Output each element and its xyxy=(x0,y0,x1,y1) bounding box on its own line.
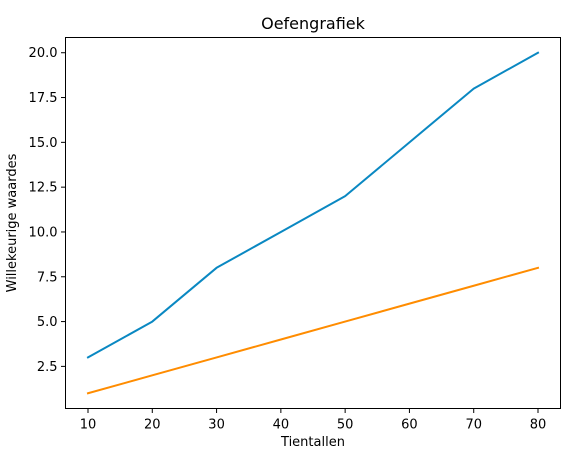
y-tick-label: 2.5 xyxy=(37,360,58,375)
x-tick-label: 30 xyxy=(208,418,225,433)
series-2-line xyxy=(86,266,540,395)
x-axis-ticks: 10 20 30 40 50 60 70 80 xyxy=(80,408,547,433)
x-tick-label: 70 xyxy=(465,418,482,433)
x-axis-label: Tientallen xyxy=(280,435,345,450)
y-tick-label: 17.5 xyxy=(29,91,58,106)
y-tick-label: 7.5 xyxy=(37,270,58,285)
plot-area-frame xyxy=(65,37,561,409)
y-tick-label: 15.0 xyxy=(29,136,58,151)
chart-title: Oefengrafiek xyxy=(261,14,366,33)
y-tick-label: 20.0 xyxy=(29,46,58,61)
y-axis-ticks: 2.5 5.0 7.5 10.0 12.5 15.0 17.5 20.0 xyxy=(29,46,66,375)
x-tick-label: 80 xyxy=(530,418,547,433)
y-tick-label: 12.5 xyxy=(29,181,58,196)
x-tick-label: 60 xyxy=(401,418,418,433)
x-tick-label: 20 xyxy=(144,418,161,433)
y-axis-label: Willekeurige waardes xyxy=(5,153,20,292)
series-layer xyxy=(86,51,540,395)
x-tick-label: 40 xyxy=(273,418,290,433)
series-1-line xyxy=(86,51,540,359)
x-tick-label: 10 xyxy=(80,418,97,433)
y-tick-label: 10.0 xyxy=(29,225,58,240)
y-tick-label: 5.0 xyxy=(37,315,58,330)
x-tick-label: 50 xyxy=(337,418,354,433)
